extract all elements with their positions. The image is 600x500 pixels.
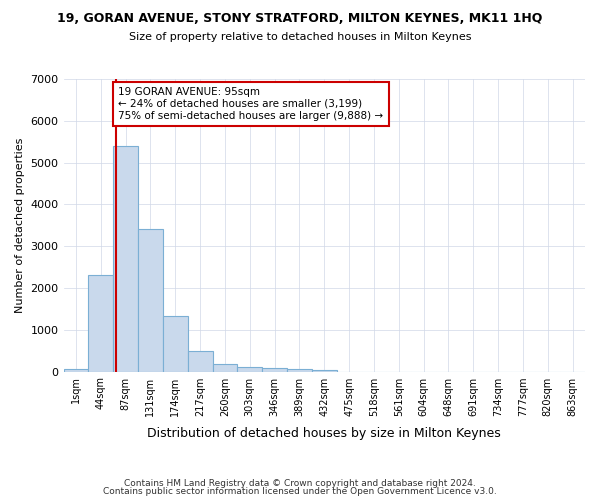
X-axis label: Distribution of detached houses by size in Milton Keynes: Distribution of detached houses by size … [148,427,501,440]
Text: 19 GORAN AVENUE: 95sqm
← 24% of detached houses are smaller (3,199)
75% of semi-: 19 GORAN AVENUE: 95sqm ← 24% of detached… [118,88,383,120]
Bar [64,368,88,372]
Bar [238,366,262,372]
Text: Contains public sector information licensed under the Open Government Licence v3: Contains public sector information licen… [103,487,497,496]
Text: Contains HM Land Registry data © Crown copyright and database right 2024.: Contains HM Land Registry data © Crown c… [124,478,476,488]
Bar [212,364,238,372]
Bar [188,351,212,372]
Bar [88,276,113,372]
Bar [113,146,138,372]
Bar [138,230,163,372]
Text: 19, GORAN AVENUE, STONY STRATFORD, MILTON KEYNES, MK11 1HQ: 19, GORAN AVENUE, STONY STRATFORD, MILTO… [58,12,542,26]
Bar [287,369,312,372]
Text: Size of property relative to detached houses in Milton Keynes: Size of property relative to detached ho… [129,32,471,42]
Bar [312,370,337,372]
Bar [262,368,287,372]
Y-axis label: Number of detached properties: Number of detached properties [15,138,25,313]
Bar [163,316,188,372]
